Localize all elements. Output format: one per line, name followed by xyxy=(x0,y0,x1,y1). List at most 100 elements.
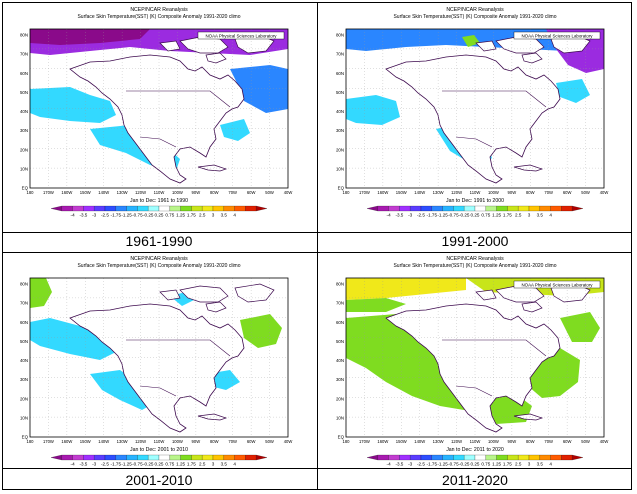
lon-tick-label: 90W xyxy=(508,439,517,444)
caribbean-islands xyxy=(513,164,544,172)
anomaly-patch xyxy=(90,370,156,410)
lon-tick-label: 100W xyxy=(172,439,183,444)
colorbar-segment xyxy=(212,205,224,212)
lat-tick-label: 50N xyxy=(336,90,344,95)
lat-tick-label: 10N xyxy=(336,415,344,420)
colorbar-segment xyxy=(431,454,443,461)
credit-box xyxy=(197,31,285,40)
lat-tick-label: 40N xyxy=(20,358,28,363)
colorbar-tick-label: -4 xyxy=(71,462,76,467)
colorbar-segment xyxy=(137,205,149,212)
map-frame xyxy=(345,28,605,189)
colorbar-tick-label: 1.75 xyxy=(503,462,512,467)
colorbar-segment xyxy=(234,205,246,212)
colorbar-segment xyxy=(464,454,476,461)
colorbar-tick-label: -2.5 xyxy=(417,462,425,467)
map-panel-1961-1990: NCEP/NCAR Reanalysis Surface Skin Tempera… xyxy=(3,3,315,235)
lon-tick-label: 120W xyxy=(135,439,146,444)
colorbar-tick-label: 3.5 xyxy=(221,213,228,218)
lon-tick-label: 140W xyxy=(414,190,425,195)
lon-tick-label: 150W xyxy=(80,439,91,444)
colorbar-tick-label: 4 xyxy=(549,462,552,467)
colorbar-segment xyxy=(245,454,257,461)
colorbar-tick-label: -0.25 xyxy=(143,213,154,218)
lat-tick-label: 40N xyxy=(336,109,344,114)
colorbar-tick-label: -2.5 xyxy=(101,462,109,467)
colorbar-segment xyxy=(410,454,422,461)
map-plot-area xyxy=(346,29,604,188)
colorbar-segment xyxy=(191,205,203,212)
map-header-dataset: NCEP/NCAR Reanalysis xyxy=(446,7,504,13)
anomaly-patch xyxy=(240,314,282,348)
lat-tick-label: 20N xyxy=(336,396,344,401)
colorbar-segment xyxy=(442,205,454,212)
lon-tick-label: 100W xyxy=(172,190,183,195)
lat-tick-label: 60N xyxy=(20,320,28,325)
colorbar-segment xyxy=(202,205,214,212)
colorbar-tick-label: -3 xyxy=(408,213,413,218)
colorbar-tick-label: 2.5 xyxy=(199,213,206,218)
lon-tick-label: 70W xyxy=(544,439,553,444)
colorbar-tick-label: 4 xyxy=(233,462,236,467)
lat-tick-label: EQ xyxy=(338,435,345,440)
lon-tick-label: 140W xyxy=(414,439,425,444)
lon-tick-label: 130W xyxy=(433,439,444,444)
lat-tick-label: 50N xyxy=(20,339,28,344)
anomaly-patch xyxy=(30,278,52,308)
anomaly-patch xyxy=(220,119,250,141)
colorbar-tick-label: 3.5 xyxy=(221,462,228,467)
lon-tick-label: 60W xyxy=(563,439,572,444)
us-canada-border xyxy=(126,339,231,357)
lat-tick-label: 30N xyxy=(20,128,28,133)
colorbar-segment xyxy=(115,205,127,212)
lon-tick-label: 150W xyxy=(396,190,407,195)
lat-tick-label: EQ xyxy=(22,186,29,191)
lat-tick-label: 70N xyxy=(336,301,344,306)
colorbar-tick-label: -0.25 xyxy=(459,462,470,467)
colorbar-segment xyxy=(377,205,389,212)
anomaly-patch xyxy=(556,79,590,103)
lon-tick-label: 100W xyxy=(488,439,499,444)
colorbar-segment xyxy=(169,454,181,461)
lon-tick-label: 120W xyxy=(135,190,146,195)
colorbar-segment xyxy=(72,454,84,461)
colorbar-segment xyxy=(528,454,540,461)
colorbar-tick-label: 4 xyxy=(233,213,236,218)
lon-tick-label: 130W xyxy=(117,190,128,195)
colorbar-segment xyxy=(496,205,508,212)
caption-2001-2010: 2001-2010 xyxy=(125,472,193,488)
colorbar-segment xyxy=(83,205,95,212)
lat-tick-label: 30N xyxy=(336,128,344,133)
colorbar-segment xyxy=(388,205,400,212)
colorbar-tick-label: -1.75 xyxy=(427,213,438,218)
lon-tick-label: 110W xyxy=(470,190,481,195)
colorbar-segment xyxy=(561,454,573,461)
colorbar-segment xyxy=(572,205,584,212)
north-america-landmass xyxy=(385,303,561,433)
map-header-dataset: NCEP/NCAR Reanalysis xyxy=(130,256,188,262)
colorbar-tick-label: -3 xyxy=(92,213,97,218)
colorbar-tick-label: -3 xyxy=(92,462,97,467)
colorbar-segment xyxy=(507,205,519,212)
lon-tick-label: 150W xyxy=(396,439,407,444)
colorbar-segment xyxy=(191,454,203,461)
colorbar-segment xyxy=(539,205,551,212)
lon-tick-label: 180 xyxy=(343,190,351,195)
lon-tick-label: 170W xyxy=(359,190,370,195)
figure-table xyxy=(2,2,632,490)
colorbar-tick-label: -3.5 xyxy=(395,213,403,218)
lat-tick-label: 60N xyxy=(336,320,344,325)
lon-tick-label: 170W xyxy=(43,190,54,195)
colorbar-tick-label: -1.75 xyxy=(111,462,122,467)
lat-tick-label: 20N xyxy=(20,396,28,401)
caribbean-islands xyxy=(197,164,228,172)
lon-tick-label: 170W xyxy=(43,439,54,444)
colorbar-tick-label: -2.5 xyxy=(417,213,425,218)
lon-tick-label: 60W xyxy=(247,190,256,195)
table-divider-middle xyxy=(3,252,631,253)
colorbar-tick-label: -0.75 xyxy=(448,462,459,467)
lon-tick-label: 160W xyxy=(377,439,388,444)
anomaly-patch xyxy=(30,318,120,360)
